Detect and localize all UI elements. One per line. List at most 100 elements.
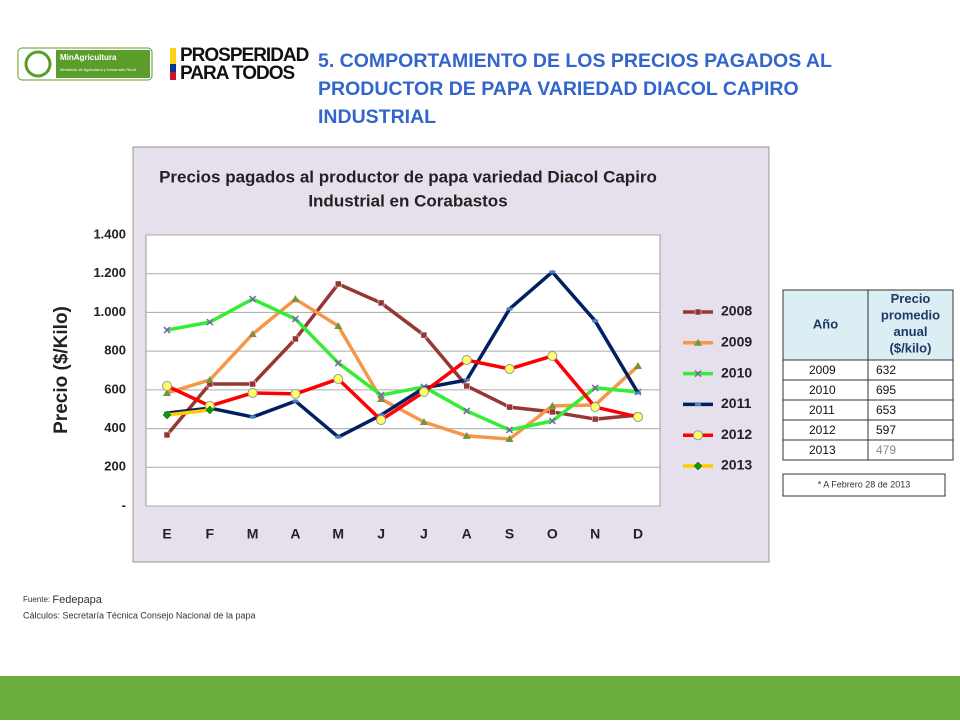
marker [504, 363, 515, 374]
marker [377, 299, 385, 307]
marker [694, 338, 702, 346]
marker [591, 415, 599, 423]
marker [463, 407, 471, 415]
chart-title: Precios pagados al productor de papa var… [159, 167, 657, 186]
chart-title: Industrial en Corabastos [308, 191, 507, 210]
marker [292, 335, 299, 343]
marker [694, 370, 702, 378]
marker [334, 321, 343, 329]
series-line [166, 354, 639, 422]
x-tick-label: M [332, 526, 344, 542]
marker [420, 331, 428, 339]
marker [549, 270, 556, 274]
plot-area [145, 234, 661, 507]
marker [549, 408, 556, 416]
y-tick-label: 400 [104, 420, 126, 435]
series-line [166, 297, 640, 441]
marker [377, 394, 386, 402]
logo-emblem [24, 50, 52, 78]
table-cell: 2012 [809, 423, 836, 437]
table-cell: 2011 [809, 403, 835, 417]
note: * A Febrero 28 de 2013 [818, 479, 911, 489]
table-cell: 2010 [809, 383, 836, 397]
marker [333, 374, 344, 385]
slide-title: INDUSTRIAL [318, 106, 436, 128]
legend-label: 2012 [721, 426, 752, 442]
marker [334, 359, 342, 367]
calc: Cálculos: Secretaría Técnica Consejo Nac… [23, 610, 255, 620]
marker [377, 391, 385, 399]
marker [634, 362, 642, 370]
marker [206, 318, 214, 326]
x-tick-label: F [206, 526, 215, 542]
series-line [166, 270, 640, 439]
marker [291, 315, 299, 323]
table-cell: 479 [876, 443, 896, 457]
table-cell: 632 [876, 363, 896, 377]
source: Fedepapa [52, 594, 102, 606]
x-tick-label: J [420, 526, 428, 542]
marker [163, 326, 171, 334]
y-tick-label: - [122, 497, 126, 512]
logo-band [56, 50, 150, 78]
x-tick-label: A [290, 526, 300, 542]
marker [248, 330, 257, 338]
marker [290, 388, 301, 399]
marker [693, 461, 703, 471]
table-cell: 597 [876, 423, 896, 437]
marker [419, 417, 428, 425]
marker [249, 295, 257, 303]
table-header-cell: Año [813, 316, 838, 331]
logo-text: MinAgricultura [60, 53, 117, 62]
flag [170, 72, 176, 80]
marker [693, 430, 703, 441]
marker [249, 380, 256, 388]
marker [249, 415, 256, 419]
marker [633, 411, 643, 422]
y-tick-label: 1.000 [93, 304, 126, 319]
marker [506, 403, 513, 411]
x-tick-label: S [505, 526, 514, 542]
marker [291, 295, 300, 303]
marker [462, 431, 471, 439]
x-tick-label: E [162, 526, 171, 542]
x-tick-label: A [462, 526, 472, 542]
marker [163, 388, 171, 396]
y-tick-label: 200 [104, 459, 126, 474]
flag [170, 64, 176, 72]
slide-title: 5. COMPORTAMIENTO DE LOS PRECIOS PAGADOS… [318, 50, 832, 72]
marker [461, 355, 472, 366]
legend-label: 2010 [721, 364, 752, 380]
marker [694, 308, 702, 316]
y-tick-label: 1.400 [93, 226, 126, 241]
marker [548, 417, 556, 425]
legend-label: 2009 [721, 334, 752, 350]
marker [463, 382, 470, 390]
marker [376, 415, 387, 426]
marker [292, 399, 299, 403]
header-line: ($/kilo) [890, 341, 932, 356]
y-tick-label: 800 [104, 343, 126, 358]
source-label: Fuente: Fedepapa [23, 594, 103, 606]
x-tick-label: O [547, 526, 558, 542]
marker [162, 380, 172, 391]
table-cell: 2009 [809, 363, 836, 377]
legend-label: 2013 [721, 457, 752, 473]
marker [590, 402, 601, 413]
logo-sub: Ministerio de Agricultura y Desarrollo R… [60, 67, 136, 72]
table-cell: 695 [876, 383, 896, 397]
marker [205, 405, 215, 415]
legend-label: 2008 [721, 303, 752, 319]
marker [695, 402, 701, 406]
source-label: Fuente: [23, 595, 50, 604]
x-tick-label: M [247, 526, 259, 542]
marker [548, 401, 557, 409]
table-cell: 653 [876, 403, 896, 417]
series-line [166, 408, 211, 417]
y-tick-label: 1.200 [93, 265, 126, 280]
logo2-text: PARA TODOS [180, 63, 295, 84]
table-header-cell: Precio promedio anual ($/kilo) [881, 291, 940, 356]
x-tick-label: D [633, 526, 643, 542]
header-line: anual [894, 324, 928, 339]
